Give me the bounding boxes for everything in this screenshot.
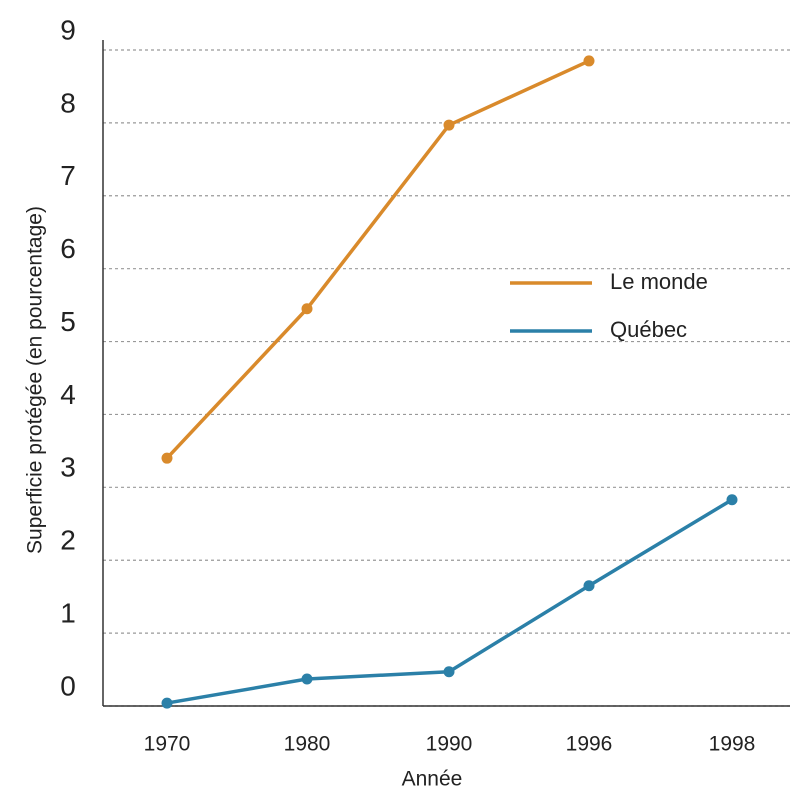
data-point: [726, 494, 738, 506]
data-point: [443, 666, 455, 678]
y-tick-label: 9: [60, 14, 76, 45]
data-point: [583, 55, 595, 67]
y-tick-label: 0: [60, 670, 76, 701]
data-point: [443, 119, 455, 131]
y-tick-label: 1: [60, 598, 76, 629]
x-tick-label: 1996: [566, 733, 613, 756]
y-tick-label: 6: [60, 233, 76, 264]
x-tick-label: 1990: [426, 733, 473, 756]
data-point: [583, 580, 595, 592]
x-tick-label: 1980: [284, 733, 331, 756]
x-tick-label: 1998: [709, 733, 756, 756]
x-tick-label: 1970: [144, 733, 191, 756]
y-axis-label: Superficie protégée (en pourcentage): [24, 206, 47, 554]
y-tick-label: 8: [60, 87, 76, 118]
data-point: [161, 697, 173, 709]
y-tick-label: 5: [60, 306, 76, 337]
y-tick-label: 2: [60, 525, 76, 556]
y-tick-label: 7: [60, 160, 76, 191]
y-tick-label: 4: [60, 379, 76, 410]
data-point: [301, 303, 313, 315]
x-axis-label: Année: [402, 768, 463, 791]
legend-label: Québec: [610, 317, 687, 342]
y-tick-label: 3: [60, 452, 76, 483]
legend-label: Le monde: [610, 269, 708, 294]
data-point: [161, 452, 173, 464]
series-line: [165, 59, 590, 460]
data-point: [301, 673, 313, 685]
